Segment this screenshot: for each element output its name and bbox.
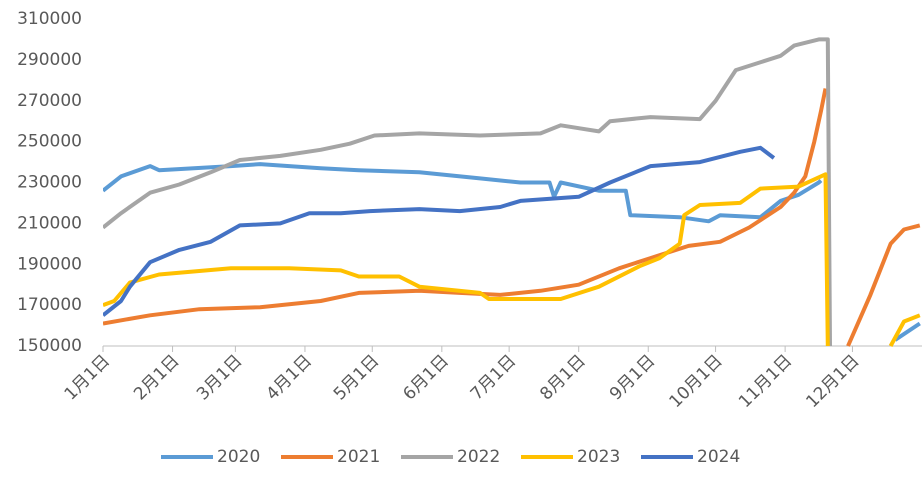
y-tick-label: 290000 [17, 50, 82, 70]
x-tick-label: 8月1日 [536, 351, 589, 404]
y-tick-label: 210000 [17, 213, 82, 233]
x-tick-label: 11月1日 [735, 351, 796, 412]
x-tick-label: 4月1日 [263, 351, 316, 404]
series-line [103, 162, 921, 342]
x-tick-label: 5月1日 [330, 351, 383, 404]
x-tick-label: 6月1日 [399, 351, 452, 404]
x-tick-label: 7月1日 [467, 351, 520, 404]
legend-label: 2021 [337, 447, 380, 467]
x-tick-label: 12月1日 [802, 351, 863, 412]
x-tick-label: 1月1日 [61, 351, 114, 404]
series-line [103, 37, 832, 347]
y-tick-label: 170000 [17, 295, 82, 315]
y-tick-label: 270000 [17, 91, 82, 111]
y-tick-label: 250000 [17, 132, 82, 152]
x-tick-label: 2月1日 [130, 351, 183, 404]
legend-label: 2024 [697, 447, 740, 467]
series-line [103, 172, 921, 347]
y-tick-label: 230000 [17, 173, 82, 193]
legend-label: 2023 [577, 447, 620, 467]
x-tick-label: 3月1日 [193, 351, 246, 404]
y-tick-label: 310000 [17, 9, 82, 29]
series-line [103, 88, 921, 347]
legend-label: 2022 [457, 447, 500, 467]
y-tick-label: 150000 [17, 336, 82, 356]
y-tick-label: 190000 [17, 254, 82, 274]
series-line [103, 145, 776, 317]
x-tick-label: 10月1日 [666, 351, 727, 412]
x-tick-label: 9月1日 [606, 351, 659, 404]
legend-label: 2020 [217, 447, 260, 467]
